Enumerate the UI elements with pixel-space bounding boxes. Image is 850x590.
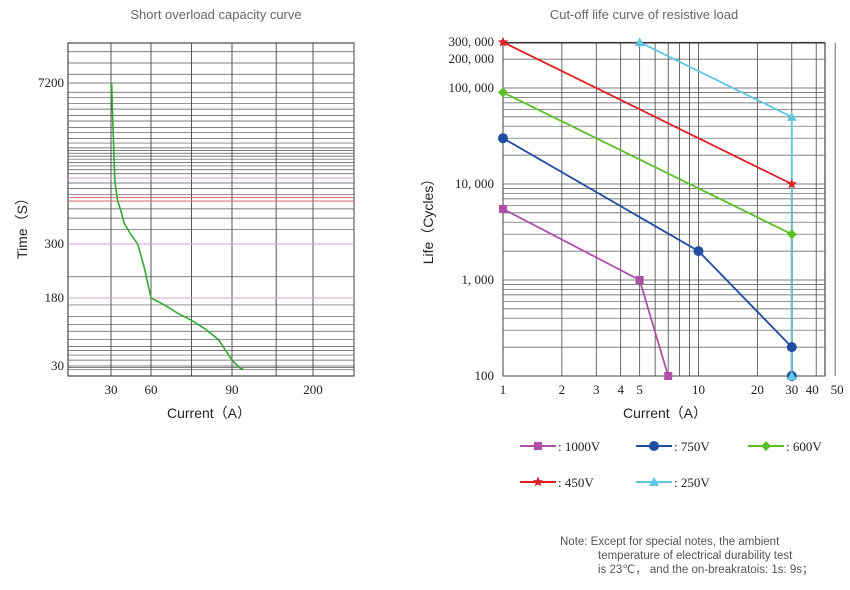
right-chart-title: Cut-off life curve of resistive load xyxy=(550,7,738,22)
series-point-250V xyxy=(786,111,797,121)
right-y-tick-label: 300, 000 xyxy=(449,34,495,49)
right-x-tick-label: 20 xyxy=(751,382,764,397)
series-point-750V xyxy=(693,246,704,257)
series-line-750V xyxy=(502,137,793,376)
left-y-tick-label: 300 xyxy=(45,236,65,251)
right-x-tick-label: 3 xyxy=(593,382,600,397)
left-curve-overload xyxy=(110,82,245,371)
right-y-tick-label: 1, 000 xyxy=(462,272,495,287)
right-x-tick-label: 10 xyxy=(692,382,705,397)
legend-marker-1000V xyxy=(534,442,542,450)
left-chart-grid xyxy=(67,42,355,377)
left-y-tick-label: 180 xyxy=(45,290,65,305)
left-x-tick-label: 200 xyxy=(303,382,323,397)
right-x-tick-label: 2 xyxy=(559,382,566,397)
legend-marker-450V xyxy=(532,476,544,487)
right-y-tick-label: 10, 000 xyxy=(455,176,494,191)
right-y-tick-label: 100 xyxy=(475,368,495,383)
series-point-250V xyxy=(786,371,797,380)
right-chart-frame xyxy=(502,42,826,377)
left-y-tick-label: 30 xyxy=(51,358,64,373)
right-chart-tick-labels: 1 2 3 4 5 10 20 30 40 50 300, 000 200, 000 100, 000 1… xyxy=(449,34,844,397)
series-point-750V xyxy=(498,133,508,144)
footnote-line-1: Note: Except for special notes, the ambi… xyxy=(560,536,780,548)
footnote-line-3: is 23℃， and the on-breakratois: 1s: 9s； xyxy=(598,564,814,576)
right-chart-xlabel: Current（A） xyxy=(623,405,707,421)
footnote-line-2: temperature of electrical durability tes… xyxy=(598,550,793,562)
right-chart-legend: : 1000V : 750V : 600V : 450V : 250V xyxy=(520,439,822,490)
legend-label-450V: : 450V xyxy=(558,475,594,490)
right-x-tick-label: 50 xyxy=(831,382,844,397)
left-x-tick-label: 60 xyxy=(145,382,158,397)
legend-marker-250V xyxy=(649,477,659,486)
right-chart-plot xyxy=(497,36,797,381)
left-chart-tick-labels: 30 60 90 200 7200 300 180 30 xyxy=(38,75,323,397)
left-chart-ylabel: Time（S） xyxy=(14,191,30,259)
footnote: Note: Except for special notes, the ambi… xyxy=(560,535,845,577)
series-point-600V xyxy=(498,87,508,98)
right-x-tick-label: 30 xyxy=(785,382,798,397)
legend-label-1000V: : 1000V xyxy=(558,439,601,454)
series-point-1000V xyxy=(664,372,673,380)
series-point-1000V xyxy=(635,276,644,284)
left-chart-title: Short overload capacity curve xyxy=(130,7,301,22)
legend-label-600V: : 600V xyxy=(786,439,822,454)
right-x-tick-label: 5 xyxy=(636,382,643,397)
series-point-1000V xyxy=(499,204,507,213)
left-y-tick-label: 7200 xyxy=(38,75,64,90)
right-x-tick-label: 4 xyxy=(617,382,624,397)
right-x-tick-label: 1 xyxy=(500,382,507,397)
series-point-250V xyxy=(634,37,645,47)
right-y-tick-label: 200, 000 xyxy=(449,51,495,66)
left-x-tick-label: 90 xyxy=(226,382,239,397)
series-point-600V xyxy=(786,229,797,240)
legend-marker-600V xyxy=(761,441,771,451)
left-chart-xlabel: Current（A） xyxy=(167,405,251,421)
series-point-450V xyxy=(497,36,509,47)
left-x-tick-label: 30 xyxy=(105,382,118,397)
series-point-450V xyxy=(786,178,797,189)
left-chart-plot xyxy=(110,82,245,371)
right-chart-grid xyxy=(502,41,836,377)
legend-marker-750V xyxy=(649,441,659,451)
legend-label-750V: : 750V xyxy=(674,439,710,454)
legend-label-250V: : 250V xyxy=(674,475,710,490)
right-y-tick-label: 100, 000 xyxy=(449,80,495,95)
right-x-tick-label: 40 xyxy=(806,382,819,397)
right-chart-ylabel: Life（Cycles） xyxy=(420,172,436,265)
series-point-750V xyxy=(786,342,797,353)
